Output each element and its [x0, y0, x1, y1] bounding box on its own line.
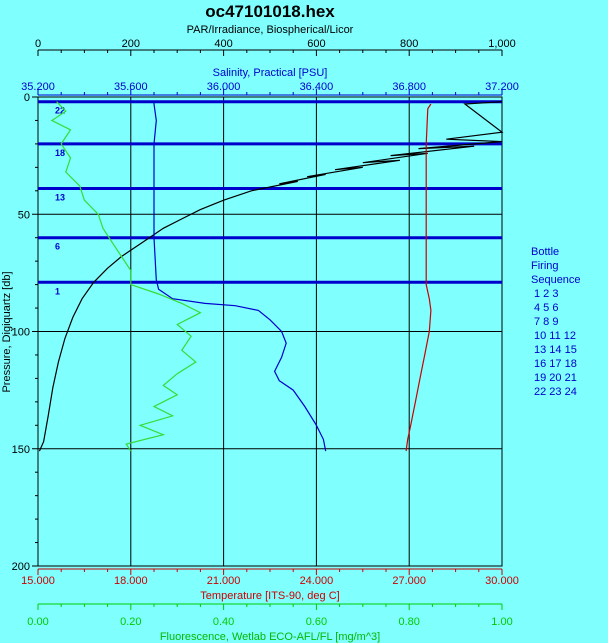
pressure-axis-tick-label: 150 [12, 444, 30, 456]
salinity-axis-tick-label: 36.400 [300, 81, 334, 93]
legend-row: 16 17 18 [534, 358, 577, 370]
pressure-axis-tick-label: 200 [12, 561, 30, 573]
pressure-axis-tick-label: 100 [12, 327, 30, 339]
series-fluorescence [50, 101, 202, 452]
temperature-axis-tick-label: 18.000 [114, 575, 148, 587]
par-axis-tick-label: 200 [122, 38, 140, 50]
salinity-axis-tick-label: 36.800 [392, 81, 426, 93]
par-axis-tick-label: 400 [214, 38, 232, 50]
par-axis-tick-label: 1,000 [488, 38, 516, 50]
bottle-number-label: 1 [55, 286, 60, 296]
temperature-axis-tick-label: 15.000 [21, 575, 55, 587]
bottle-number-label: 6 [55, 242, 60, 252]
fluorescence-axis-label: Fluorescence, Wetlab ECO-AFL/FL [mg/m^3] [160, 631, 380, 643]
pressure-axis-label: Pressure, Digiquartz [db] [1, 271, 13, 392]
legend-row: 1 2 3 [534, 288, 558, 300]
legend-row: 13 14 15 [534, 344, 577, 356]
legend-row: 7 8 9 [534, 316, 558, 328]
series-salinity [153, 101, 327, 452]
temperature-axis-tick-label: 27.000 [392, 575, 426, 587]
fluorescence-axis-tick-label: 0.40 [213, 616, 234, 628]
fluorescence-axis-tick-label: 0.80 [398, 616, 419, 628]
chart-title: oc47101018.hex [205, 2, 335, 21]
legend-title-line: Bottle [531, 246, 559, 258]
bottle-firing-lines: 22 18 13 6 1 [38, 100, 502, 296]
salinity-axis-tick-label: 37.200 [485, 81, 519, 93]
bottle-firing-legend: Bottle Firing Sequence 1 2 3 4 5 6 7 8 9 10 11… [531, 246, 581, 398]
bottle-number-label: 22 [55, 106, 65, 116]
par-axis-tick-label: 800 [400, 38, 418, 50]
pressure-axis-tick-label: 0 [24, 92, 30, 104]
axes: 0 200 400 600 800 1,000 35.200 35.600 36.000 36.4… [12, 38, 519, 628]
temperature-axis-label: Temperature [ITS-90, deg C] [200, 590, 339, 602]
pressure-axis-tick-label: 50 [18, 209, 30, 221]
fluorescence-axis-tick-label: 0.60 [306, 616, 327, 628]
legend-row: 10 11 12 [534, 330, 576, 342]
salinity-axis-tick-label: 36.000 [207, 81, 241, 93]
bottle-number-label: 18 [55, 148, 65, 158]
temperature-axis-tick-label: 24.000 [300, 575, 334, 587]
temperature-axis-tick-label: 21.000 [207, 575, 241, 587]
fluorescence-axis-tick-label: 0.20 [120, 616, 141, 628]
par-axis-label: PAR/Irradiance, Biospherical/Licor [187, 24, 354, 36]
bottle-number-label: 13 [55, 192, 65, 202]
par-axis-tick-label: 600 [307, 38, 325, 50]
series-par-irradiance [38, 101, 504, 452]
legend-row: 22 23 24 [534, 386, 577, 398]
legend-title-line: Sequence [531, 274, 581, 286]
salinity-axis-label: Salinity, Practical [PSU] [213, 67, 328, 79]
par-axis-tick-label: 0 [35, 38, 41, 50]
fluorescence-axis-tick-label: 0.00 [27, 616, 48, 628]
grid-lines [38, 97, 502, 566]
series-temperature [405, 103, 432, 452]
salinity-axis-tick-label: 35.200 [21, 81, 55, 93]
legend-row: 4 5 6 [534, 302, 558, 314]
legend-title-line: Firing [531, 260, 559, 272]
temperature-axis-tick-label: 30.000 [485, 575, 519, 587]
data-series [38, 101, 504, 452]
salinity-axis-tick-label: 35.600 [114, 81, 148, 93]
fluorescence-axis-tick-label: 1.00 [491, 616, 512, 628]
legend-row: 19 20 21 [534, 372, 577, 384]
